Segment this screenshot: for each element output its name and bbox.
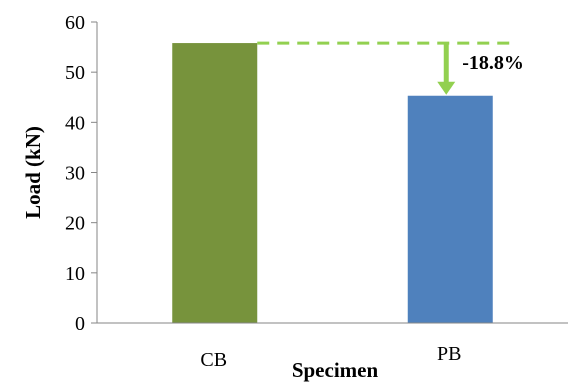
y-axis-ticks: 0 10 20 30 40 50 60 xyxy=(65,12,97,335)
y-tick-label: 30 xyxy=(65,163,85,185)
arrow-head xyxy=(437,81,456,95)
x-axis-title: Specimen xyxy=(292,358,379,382)
x-tick-label-cb: CB xyxy=(200,349,227,371)
y-tick-label: 0 xyxy=(75,313,85,335)
y-tick-label: 40 xyxy=(65,112,85,134)
y-tick-label: 10 xyxy=(65,263,85,285)
x-tick-label-pb: PB xyxy=(437,343,461,365)
bar-pb xyxy=(407,95,493,324)
y-tick-label: 20 xyxy=(65,213,85,235)
annotation-group: -18.8% xyxy=(257,41,524,95)
bars xyxy=(172,43,493,324)
percent-change-label: -18.8% xyxy=(462,52,524,74)
x-axis-tick-labels: CB PB xyxy=(200,343,461,371)
y-tick-label: 60 xyxy=(65,12,85,34)
bar-cb xyxy=(172,43,258,323)
y-axis-title: Load (kN) xyxy=(21,126,45,219)
y-tick-label: 50 xyxy=(65,62,85,84)
